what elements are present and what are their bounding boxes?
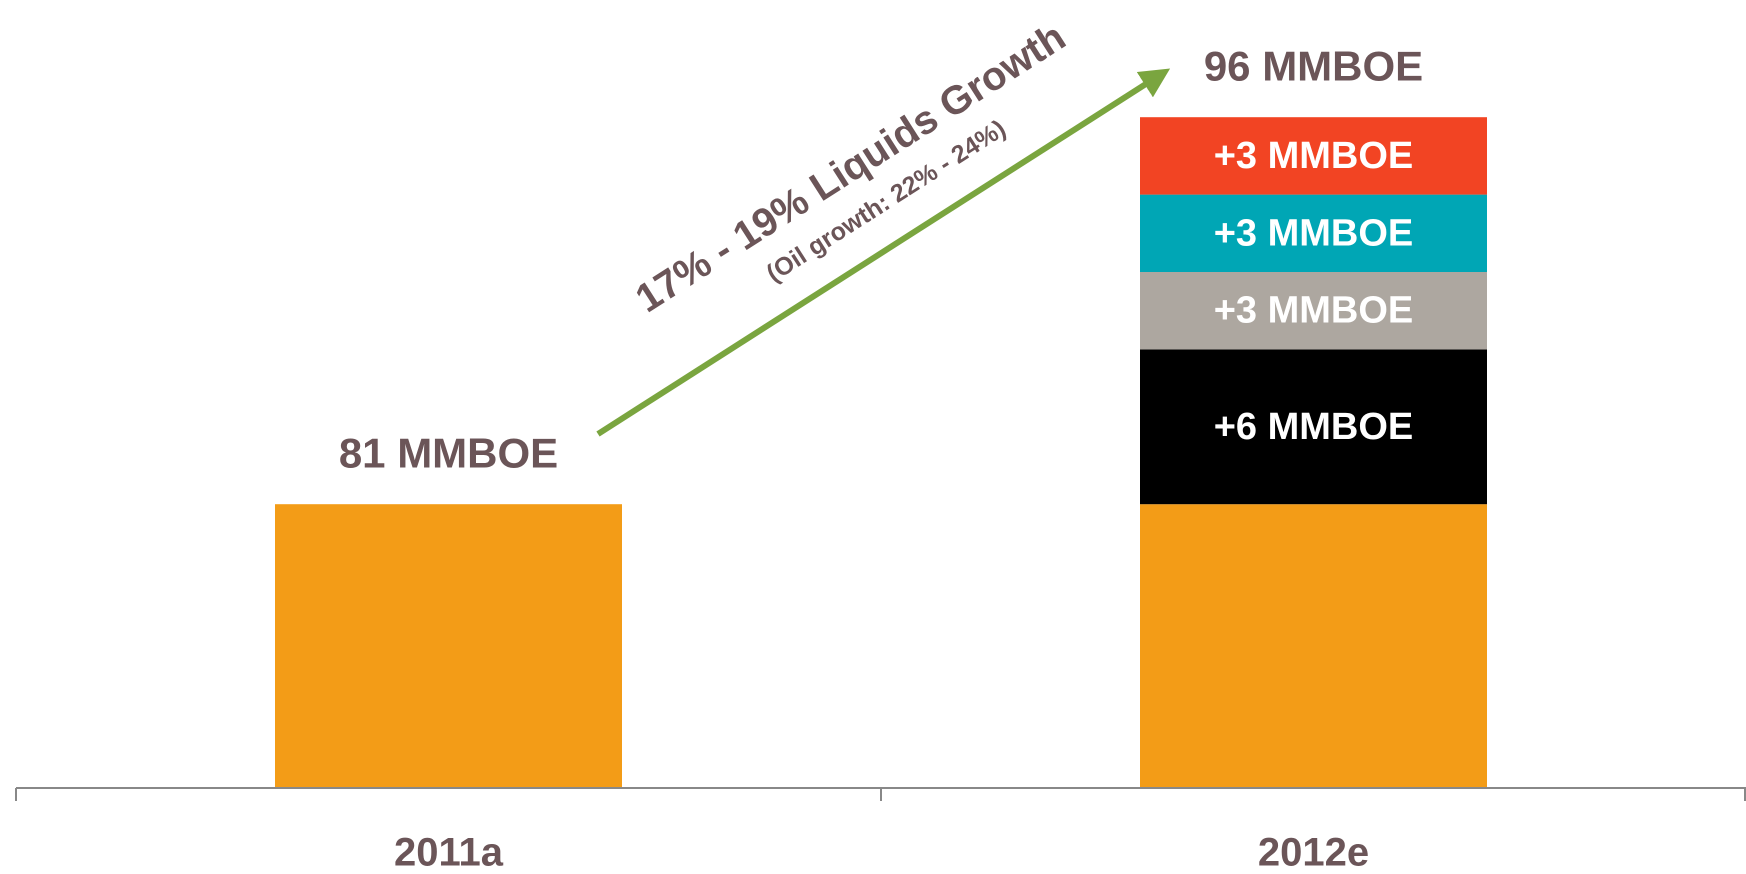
total-label: 81 MMBOE <box>339 429 558 476</box>
bar-segment <box>1140 194 1487 272</box>
segment-label: +3 MMBOE <box>1214 135 1414 177</box>
bar-segment <box>1140 272 1487 350</box>
growth-arrow <box>596 68 1171 437</box>
bar-segment <box>1140 504 1487 788</box>
bar-segment <box>1140 117 1487 195</box>
total-label: 96 MMBOE <box>1204 42 1423 89</box>
bar-segment <box>275 504 622 788</box>
segment-label: +3 MMBOE <box>1214 290 1414 332</box>
segment-label: +3 MMBOE <box>1214 212 1414 254</box>
bar-segment <box>1140 349 1487 505</box>
x-tick-label: 2011a <box>394 831 504 874</box>
segment-label: +6 MMBOE <box>1214 406 1414 448</box>
annotation-group: 17% - 19% Liquids Growth (Oil growth: 22… <box>628 15 1073 321</box>
x-tick-label: 2012e <box>1258 831 1369 874</box>
